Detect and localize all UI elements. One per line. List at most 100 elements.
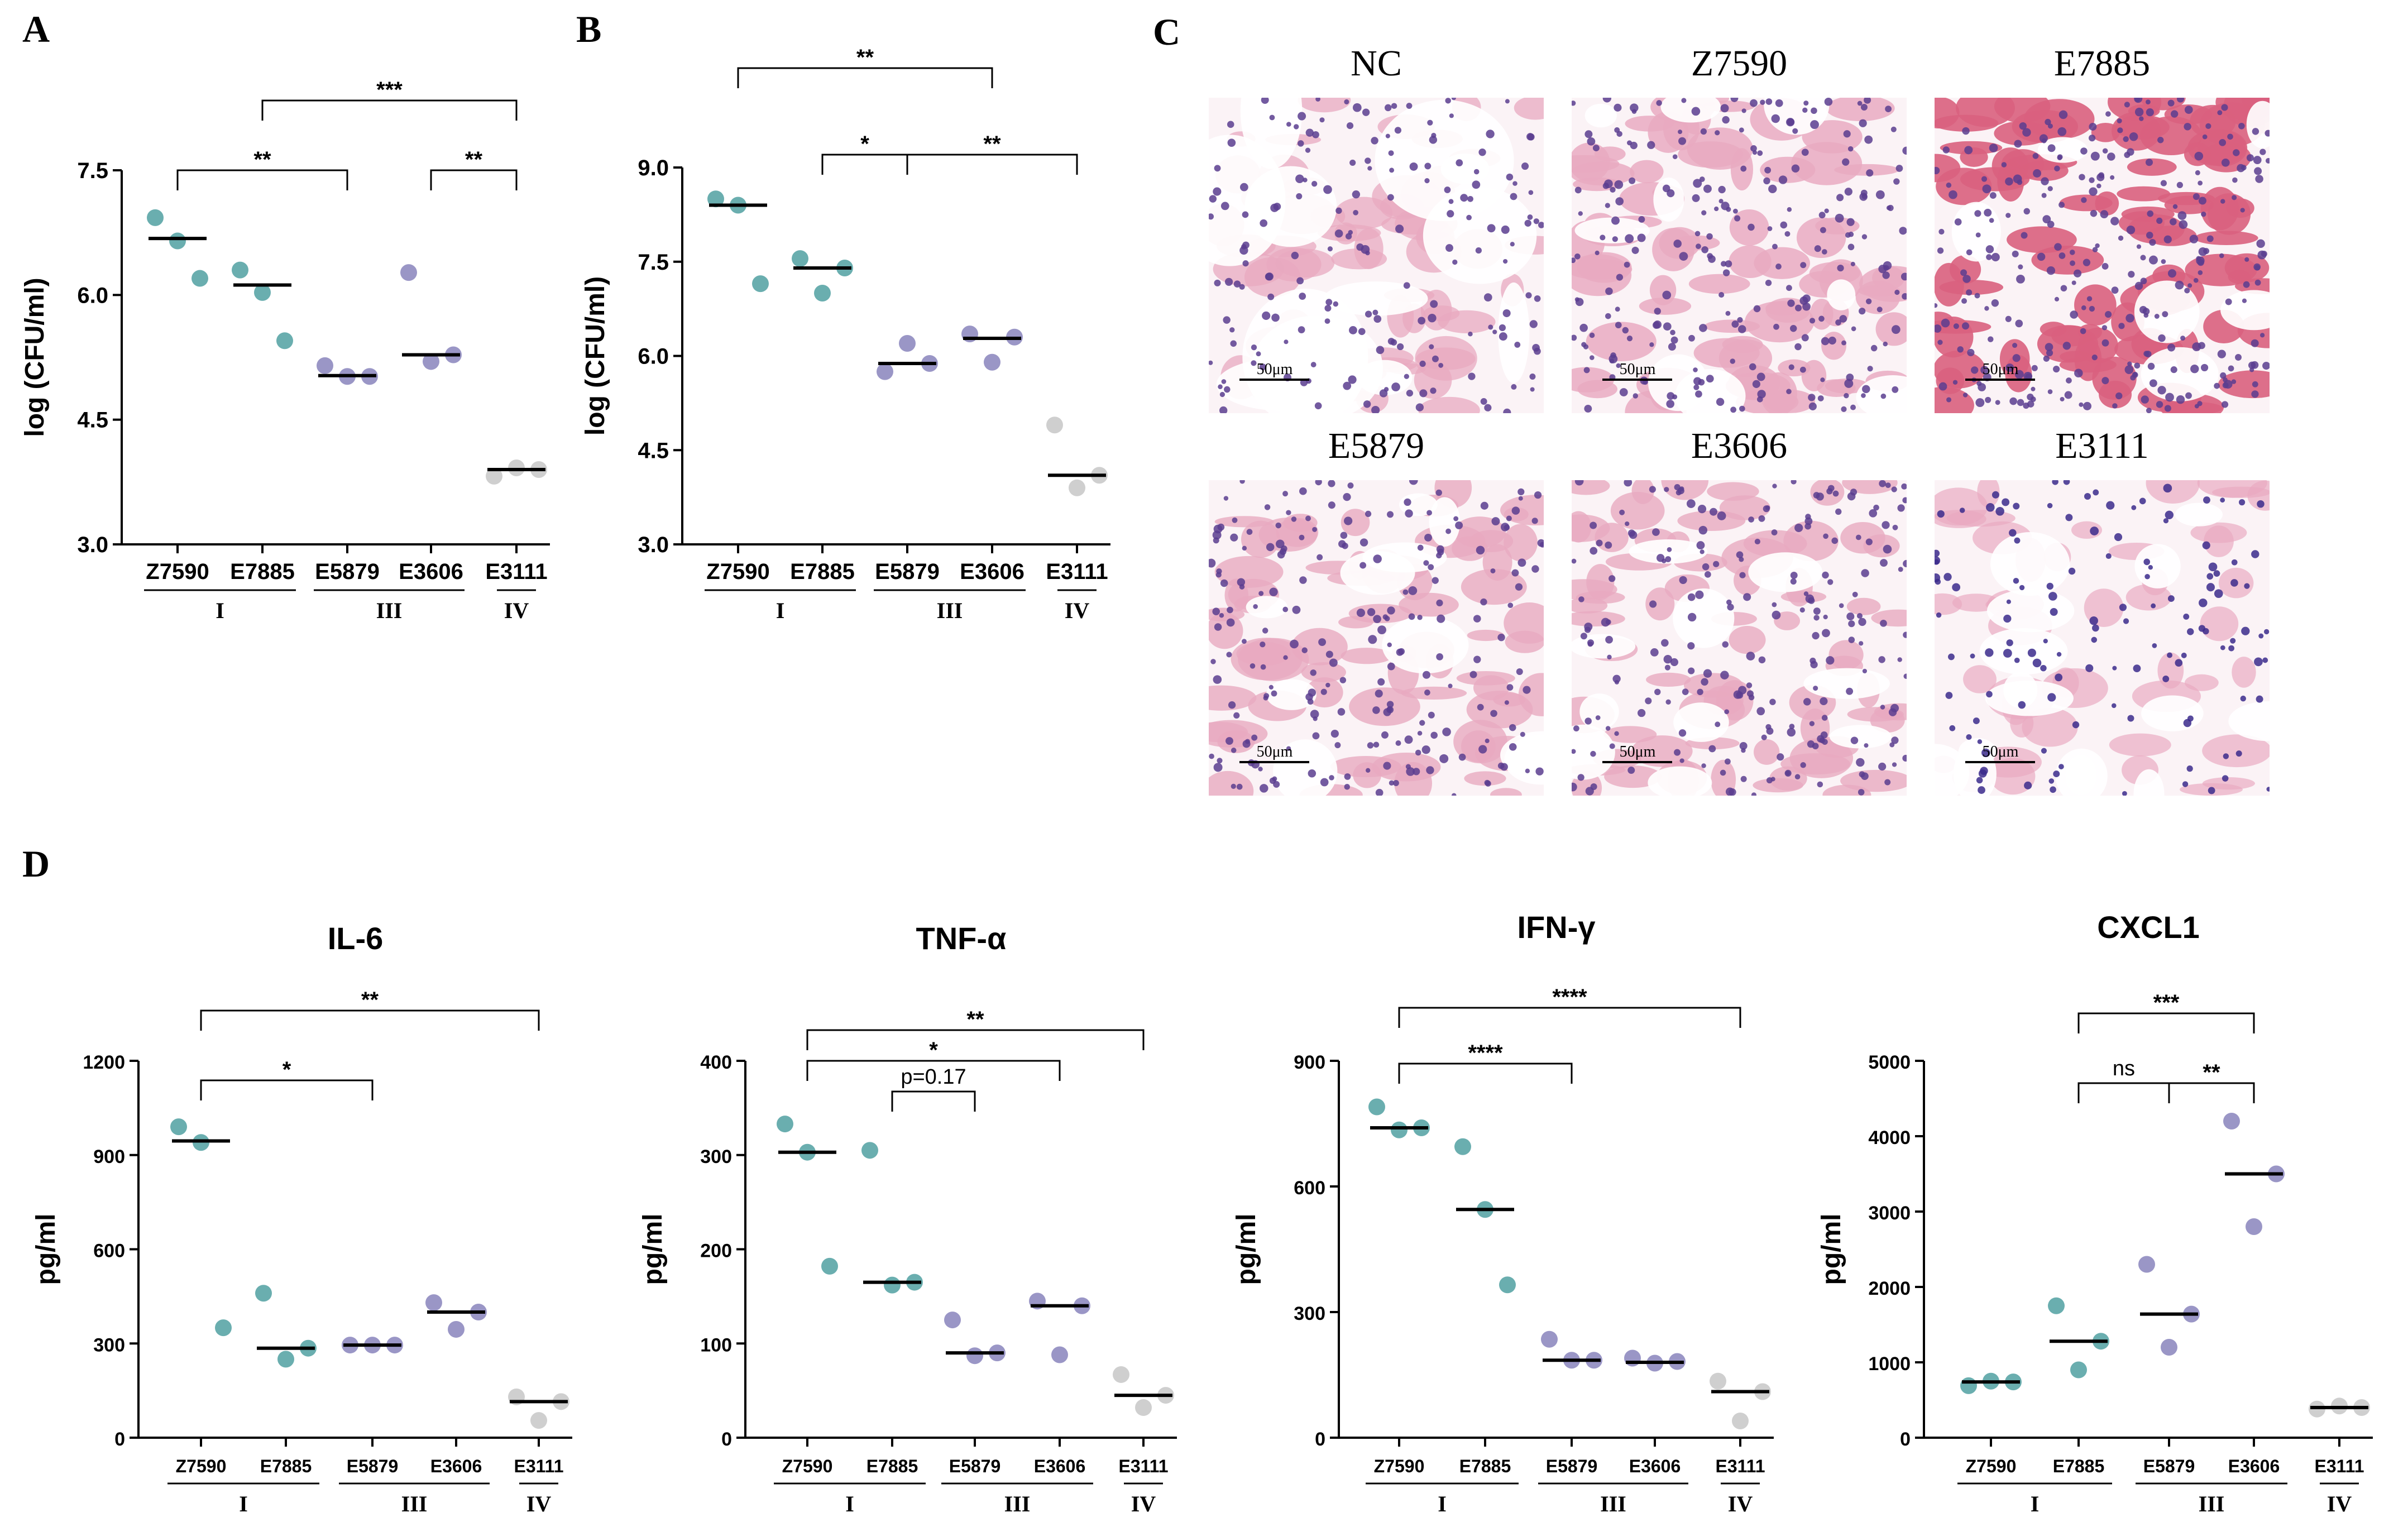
cell-nucleus [2021,232,2028,239]
cell-nucleus [1574,253,1581,260]
cell-nucleus [1226,618,1235,627]
y-tick-label: 4.5 [77,408,108,433]
cell-nucleus [2069,250,2075,255]
cell-nucleus [1817,735,1825,743]
cell-nucleus [2101,325,2108,331]
tissue-blob [1401,686,1467,700]
cell-nucleus [2092,247,2098,252]
cell-nucleus [1216,568,1222,575]
group-label: IV [504,598,529,623]
tissue-blob [1586,322,1657,361]
alveolar-space [2141,695,2204,731]
group-label: I [776,598,785,623]
cell-nucleus [1766,777,1773,784]
cell-nucleus [1515,583,1523,591]
tissue-blob [2140,98,2186,111]
data-point [861,1142,878,1159]
data-point [170,1118,187,1136]
cell-nucleus [1404,735,1413,744]
cell-nucleus [1292,605,1301,614]
cell-nucleus [2032,658,2042,668]
cell-nucleus [1880,559,1888,567]
cell-nucleus [1296,277,1304,285]
cell-nucleus [2041,177,2049,185]
cell-nucleus [1737,325,1746,333]
y-tick-label: 5000 [1868,1052,1911,1073]
cell-nucleus [1630,141,1638,150]
cell-nucleus [2172,204,2178,209]
tissue-blob [1214,516,1274,528]
x-category-label: E3606 [2228,1456,2280,1476]
cell-nucleus [1260,664,1266,670]
cell-nucleus [1801,334,1809,342]
cell-nucleus [1299,293,1306,300]
alveolar-space [1648,766,1712,796]
cell-nucleus [2163,518,2169,524]
cell-nucleus [1251,344,1257,351]
cell-nucleus [1717,511,1726,520]
cell-nucleus [1327,246,1333,252]
x-category-label: E5879 [875,559,940,584]
cell-nucleus [1506,684,1514,691]
cell-nucleus [1967,348,1975,357]
significance-label: **** [1468,1041,1503,1065]
tissue-blob [2184,674,2219,691]
cell-nucleus [1876,307,1883,313]
cell-nucleus [1627,767,1635,774]
cell-nucleus [1405,509,1413,518]
cell-nucleus [1601,618,1610,627]
cell-nucleus [1578,211,1583,216]
cell-nucleus [1353,209,1358,216]
cell-nucleus [1383,387,1389,392]
cell-nucleus [1602,183,1609,189]
cell-nucleus [1892,524,1898,530]
cell-nucleus [2143,558,2151,566]
cell-nucleus [1673,240,1682,248]
cell-nucleus [1743,593,1751,601]
cell-nucleus [2237,164,2245,173]
cell-nucleus [2220,645,2225,650]
cell-nucleus [1842,158,1850,166]
histology-tissue [1209,480,1544,796]
cell-nucleus [1758,656,1766,664]
cell-nucleus [2101,377,2109,385]
cell-nucleus [1480,398,1487,405]
cell-nucleus [1978,769,1987,778]
cell-nucleus [1365,157,1371,164]
alveolar-space [1579,693,1619,730]
cell-nucleus [1466,214,1472,221]
tissue-blob [1504,602,1544,644]
cell-nucleus [1895,165,1903,172]
data-point [192,270,208,287]
cell-nucleus [1260,642,1266,648]
cell-nucleus [2027,400,2034,408]
cell-nucleus [1345,233,1352,240]
cell-nucleus [1839,603,1844,608]
cell-nucleus [1724,758,1731,765]
cell-nucleus [2100,210,2109,218]
cell-nucleus [1667,547,1672,552]
cell-nucleus [2023,208,2031,215]
cell-nucleus [1574,480,1584,486]
tissue-blob [1572,254,1632,296]
cell-nucleus [1233,712,1240,719]
cell-nucleus [1960,269,1967,276]
data-point [448,1320,465,1338]
cell-nucleus [2086,296,2093,301]
tissue-blob [1871,609,1907,627]
tissue-blob [2091,122,2120,142]
cell-nucleus [1772,243,1778,250]
cell-nucleus [2014,537,2021,544]
cell-nucleus [1984,306,1989,311]
tissue-blob [1646,672,1691,687]
alveolar-space [1504,735,1544,785]
cell-nucleus [1771,529,1778,535]
significance-bracket [891,1090,976,1112]
cell-nucleus [2048,778,2055,784]
group-label: III [1600,1491,1626,1516]
cell-nucleus [1236,783,1243,790]
tissue-blob [1791,142,1863,185]
tissue-blob [2190,104,2236,138]
cell-nucleus [1286,122,1291,127]
